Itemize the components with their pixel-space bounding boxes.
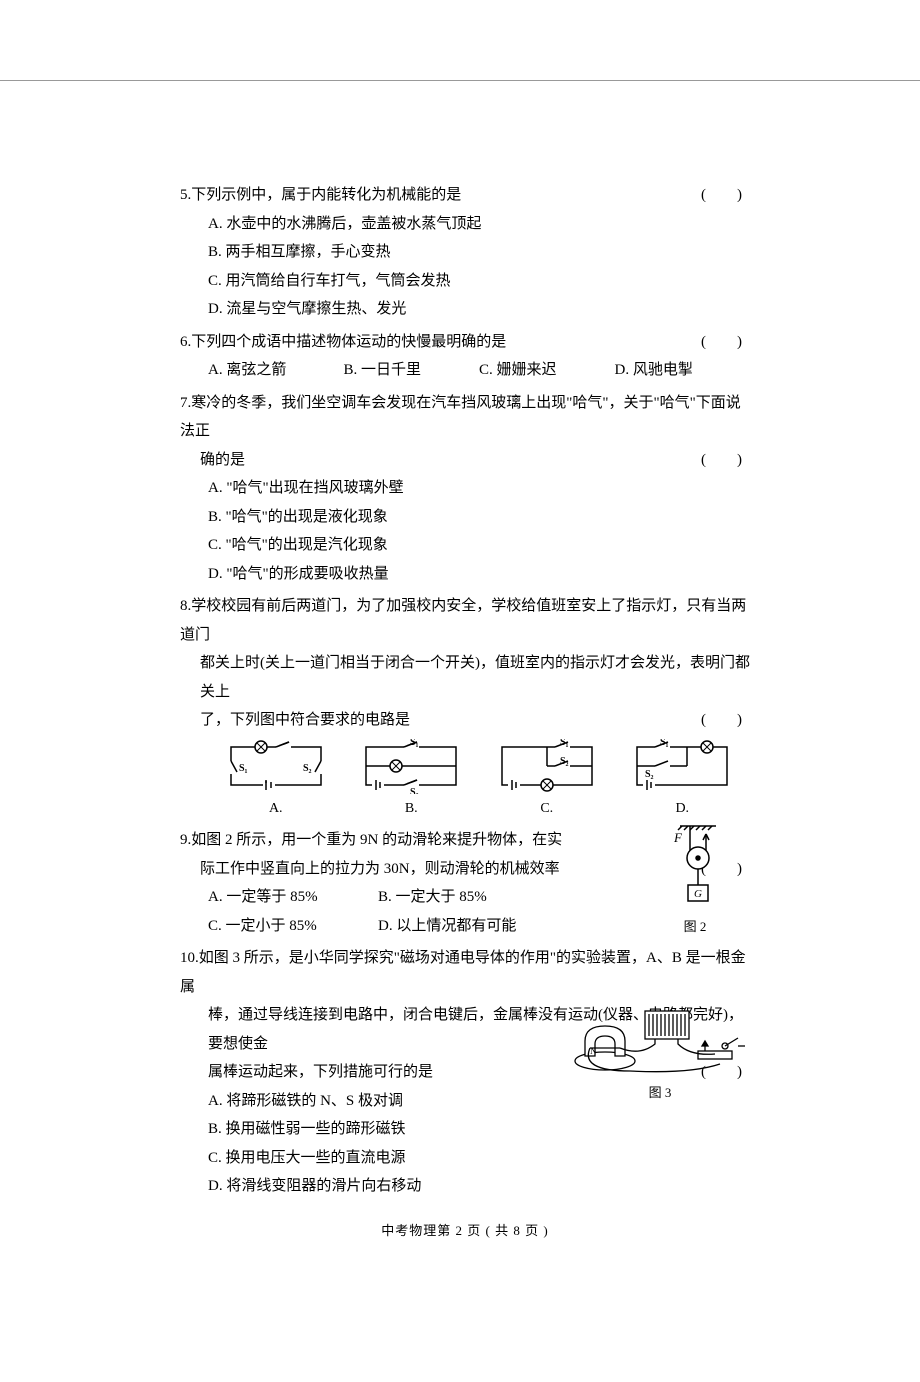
- q8-line2: 都关上时(关上一道门相当于闭合一个开关)，值班室内的指示灯才会发光，表明门都关上: [180, 649, 750, 706]
- circuit-d-label: D.: [627, 796, 737, 823]
- circuit-c-svg: S₁ S₂: [492, 739, 602, 794]
- q9-opt-c: C. 一定小于 85%: [208, 912, 378, 941]
- svg-text:G: G: [694, 888, 702, 900]
- svg-text:S₂: S₂: [645, 769, 654, 780]
- q9-opt-a: A. 一定等于 85%: [208, 883, 378, 912]
- q5-number: 5.: [180, 187, 191, 203]
- q5-opt-c: C. 用汽筒给自行车打气，气筒会发热: [180, 267, 750, 296]
- question-8: 8.学校校园有前后两道门，为了加强校内安全，学校给值班室安上了指示灯，只有当两道…: [180, 592, 750, 822]
- svg-text:S₂: S₂: [303, 763, 312, 774]
- magnet-circuit-icon: N: [570, 996, 750, 1081]
- q5-opt-d: D. 流星与空气摩擦生热、发光: [180, 295, 750, 324]
- q9-opt-d: D. 以上情况都有可能: [378, 912, 548, 941]
- question-5: 5.下列示例中，属于内能转化为机械能的是 ( ) A. 水壶中的水沸腾后，壶盖被…: [180, 181, 750, 324]
- q9-figure: G F 图 2: [660, 820, 730, 940]
- q10-opt-c: C. 换用电压大一些的直流电源: [180, 1144, 750, 1173]
- q6-opt-d: D. 风驰电掣: [615, 356, 751, 385]
- q7-line1: 7.寒冷的冬季，我们坐空调车会发现在汽车挡风玻璃上出现"哈气"，关于"哈气"下面…: [180, 389, 750, 446]
- q10-figure: N: [570, 996, 750, 1106]
- circuit-b-label: B.: [356, 796, 466, 823]
- question-10: 10.如图 3 所示，是小华同学探究"磁场对通电导体的作用"的实验装置，A、B …: [180, 944, 750, 1201]
- q6-opt-a: A. 离弦之箭: [208, 356, 344, 385]
- page-content: 5.下列示例中，属于内能转化为机械能的是 ( ) A. 水壶中的水沸腾后，壶盖被…: [0, 80, 920, 1243]
- svg-text:S₂: S₂: [560, 756, 569, 767]
- q8-text3: 了，下列图中符合要求的电路是: [200, 712, 410, 728]
- q10-fig-caption: 图 3: [570, 1081, 750, 1106]
- q9-number: 9.: [180, 832, 191, 848]
- q7-opt-a: A. "哈气"出现在挡风玻璃外壁: [180, 474, 750, 503]
- question-6: 6.下列四个成语中描述物体运动的快慢最明确的是 ( ) A. 离弦之箭 B. 一…: [180, 328, 750, 385]
- q6-opt-c: C. 姗姗来迟: [479, 356, 615, 385]
- svg-text:S₁: S₁: [660, 739, 669, 748]
- q5-opt-b: B. 两手相互摩擦，手心变热: [180, 238, 750, 267]
- q6-paren: ( ): [701, 328, 750, 357]
- q5-stem: 5.下列示例中，属于内能转化为机械能的是 ( ): [180, 181, 750, 210]
- circuit-d-svg: S₁ S₂: [627, 739, 737, 794]
- circuit-a: S₁ S₂ A.: [221, 739, 331, 823]
- q6-stem: 6.下列四个成语中描述物体运动的快慢最明确的是 ( ): [180, 328, 750, 357]
- q8-line1: 8.学校校园有前后两道门，为了加强校内安全，学校给值班室安上了指示灯，只有当两道…: [180, 592, 750, 649]
- q6-number: 6.: [180, 334, 191, 350]
- q10-text3: 属棒运动起来，下列措施可行的是: [208, 1064, 433, 1080]
- q8-number: 8.: [180, 598, 191, 614]
- circuit-b-svg: S₁ S₂: [356, 739, 466, 794]
- q10-number: 10.: [180, 950, 199, 966]
- circuit-b: S₁ S₂ B.: [356, 739, 466, 823]
- q10-text1: 如图 3 所示，是小华同学探究"磁场对通电导体的作用"的实验装置，A、B 是一根…: [180, 950, 746, 995]
- q10-opt-d: D. 将滑线变阻器的滑片向右移动: [180, 1172, 750, 1201]
- circuit-a-svg: S₁ S₂: [221, 739, 331, 794]
- q10-opt-b: B. 换用磁性弱一些的蹄形磁铁: [180, 1115, 750, 1144]
- q6-opts: A. 离弦之箭 B. 一日千里 C. 姗姗来迟 D. 风驰电掣: [180, 356, 750, 385]
- q9-force-label: F: [673, 830, 683, 845]
- q7-opt-c: C. "哈气"的出现是汽化现象: [180, 531, 750, 560]
- circuit-c-label: C.: [492, 796, 602, 823]
- q6-opt-b: B. 一日千里: [344, 356, 480, 385]
- q10-line1: 10.如图 3 所示，是小华同学探究"磁场对通电导体的作用"的实验装置，A、B …: [180, 944, 750, 1001]
- q7-line2: 确的是 ( ): [180, 446, 750, 475]
- q9-opt-b: B. 一定大于 85%: [378, 883, 548, 912]
- q9-fig-caption: 图 2: [660, 915, 730, 940]
- q7-text2: 确的是: [200, 452, 245, 468]
- q5-paren: ( ): [701, 181, 750, 210]
- pulley-icon: G F: [660, 820, 730, 915]
- svg-text:S₁: S₁: [410, 739, 419, 748]
- circuit-d: S₁ S₂ D.: [627, 739, 737, 823]
- q7-text1: 寒冷的冬季，我们坐空调车会发现在汽车挡风玻璃上出现"哈气"，关于"哈气"下面说法…: [180, 395, 741, 440]
- q8-line3: 了，下列图中符合要求的电路是 ( ): [180, 706, 750, 735]
- q6-text: 下列四个成语中描述物体运动的快慢最明确的是: [191, 334, 506, 350]
- q5-text: 下列示例中，属于内能转化为机械能的是: [191, 187, 461, 203]
- page-footer: 中考物理第 2 页 ( 共 8 页 ): [180, 1219, 750, 1244]
- svg-text:S₁: S₁: [239, 763, 248, 774]
- q8-text1: 学校校园有前后两道门，为了加强校内安全，学校给值班室安上了指示灯，只有当两道门: [180, 598, 746, 643]
- q7-number: 7.: [180, 395, 191, 411]
- q9-text1: 如图 2 所示，用一个重为 9N 的动滑轮来提升物体，在实: [191, 832, 562, 848]
- circuit-a-label: A.: [221, 796, 331, 823]
- q7-paren: ( ): [701, 446, 750, 475]
- svg-text:S₂: S₂: [410, 787, 419, 794]
- circuit-c: S₁ S₂ C.: [492, 739, 602, 823]
- q8-circuits: S₁ S₂ A.: [180, 735, 750, 823]
- question-7: 7.寒冷的冬季，我们坐空调车会发现在汽车挡风玻璃上出现"哈气"，关于"哈气"下面…: [180, 389, 750, 589]
- question-9: 9.如图 2 所示，用一个重为 9N 的动滑轮来提升物体，在实 际工作中竖直向上…: [180, 826, 750, 940]
- q7-opt-d: D. "哈气"的形成要吸收热量: [180, 560, 750, 589]
- q9-text2: 际工作中竖直向上的拉力为 30N，则动滑轮的机械效率: [200, 861, 560, 877]
- svg-text:S₁: S₁: [560, 739, 569, 748]
- q8-paren: ( ): [701, 706, 750, 735]
- q7-opt-b: B. "哈气"的出现是液化现象: [180, 503, 750, 532]
- q5-opt-a: A. 水壶中的水沸腾后，壶盖被水蒸气顶起: [180, 210, 750, 239]
